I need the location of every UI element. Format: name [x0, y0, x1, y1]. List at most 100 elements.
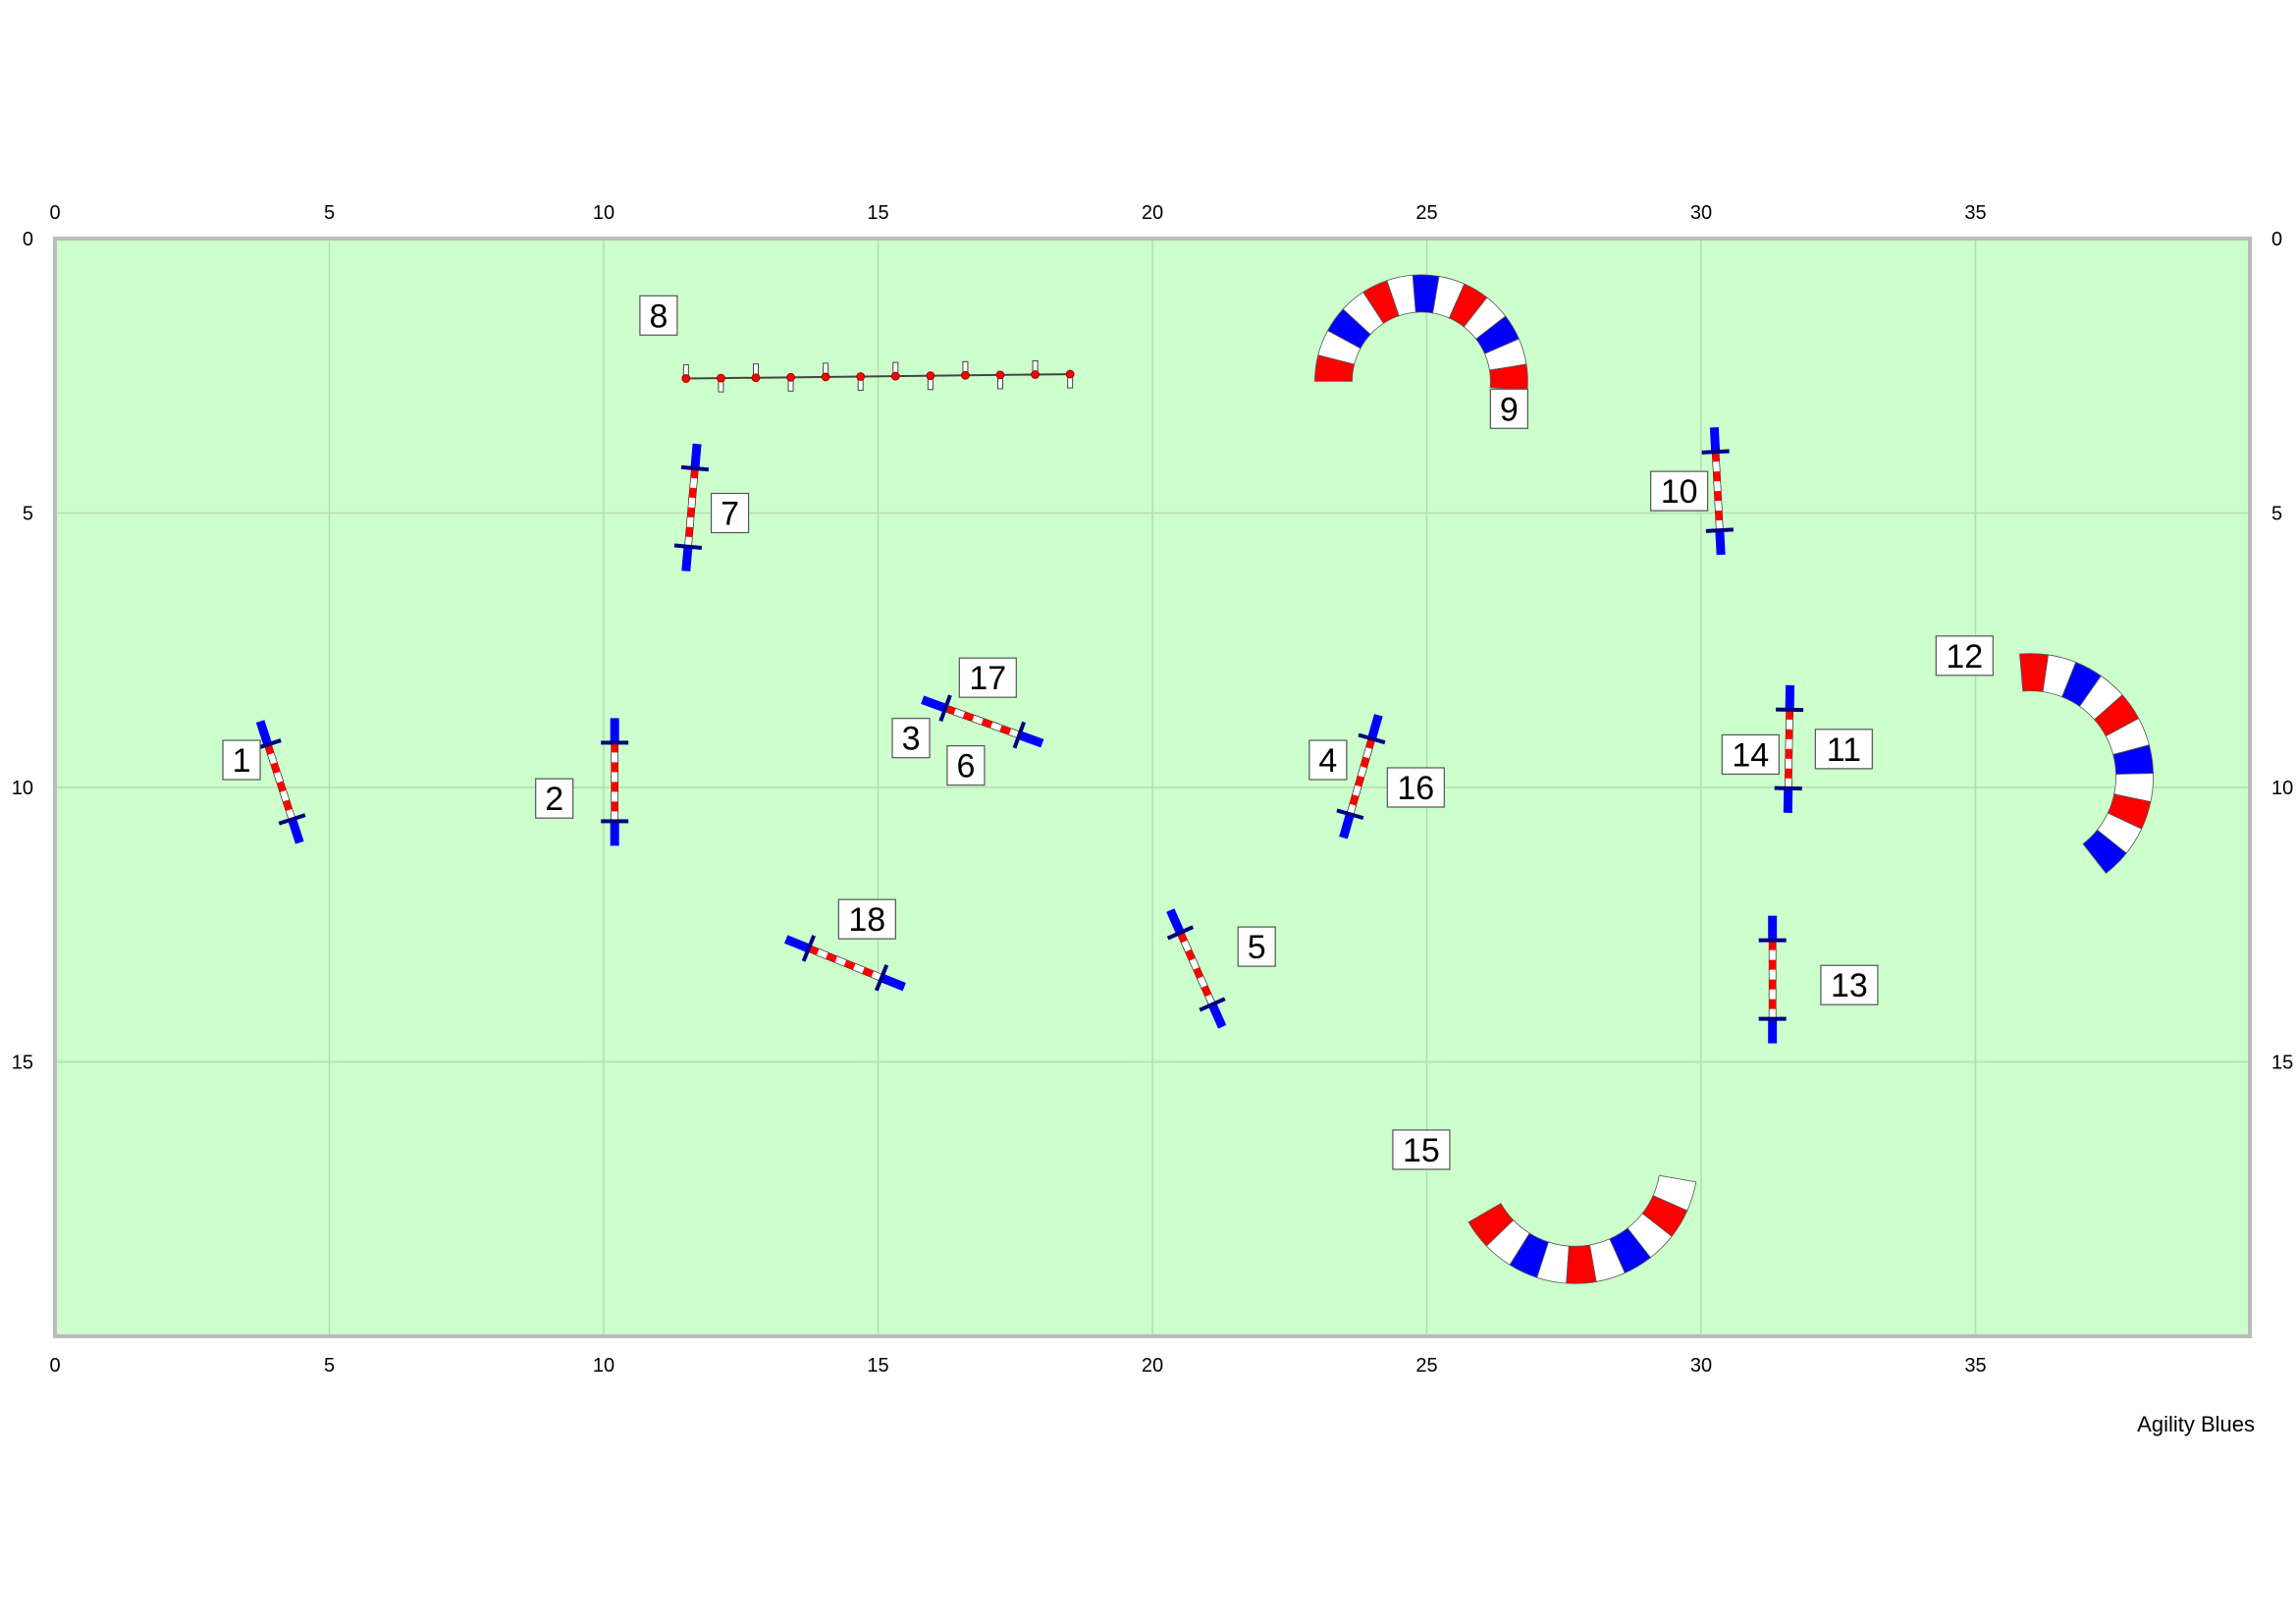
- number-box: [1935, 635, 1994, 676]
- number-box: [1386, 767, 1445, 808]
- jump-9: [1758, 915, 1787, 1044]
- jump-wing-right: [288, 818, 304, 844]
- obstacle-number-6: 6: [946, 745, 986, 786]
- weave-pole-base: [961, 370, 970, 380]
- tunnel-1: [1314, 274, 1528, 392]
- jump-wing-left: [1367, 714, 1383, 740]
- jump-bar-stripe: [999, 725, 1012, 735]
- x-tick-label-top: 5: [324, 202, 335, 224]
- jump-bar-stripe: [1769, 979, 1777, 990]
- weave-base: [685, 373, 1071, 380]
- obstacle-number-11: 11: [1814, 729, 1873, 770]
- number-text: 15: [1403, 1132, 1440, 1169]
- jump-wing-left: [690, 443, 702, 469]
- jump-wing-left: [1709, 426, 1721, 453]
- jump-post-right: [601, 819, 629, 824]
- tunnel-3: [1468, 1174, 1697, 1284]
- number-text: 6: [956, 748, 975, 785]
- jump-bar-stripe: [611, 801, 618, 812]
- x-tick-label-bottom: 35: [1964, 1355, 1986, 1377]
- x-tick-label-bottom: 15: [867, 1355, 888, 1377]
- number-text: 12: [1946, 638, 1983, 676]
- weave-pole-base: [1031, 370, 1040, 379]
- x-tick-label-bottom: 20: [1142, 1355, 1163, 1377]
- field-layer: [53, 237, 2252, 1338]
- x-tick-label-bottom: 25: [1415, 1355, 1437, 1377]
- number-box: [891, 718, 931, 759]
- obstacle-number-1: 1: [222, 739, 261, 781]
- obstacle-number-15: 15: [1392, 1129, 1451, 1170]
- jump-bar-stripe: [962, 711, 975, 722]
- jump-bar-stripe: [1355, 775, 1364, 787]
- jump-post-left: [938, 694, 952, 723]
- weave-poles: [681, 359, 1075, 393]
- x-tick-label-top: 25: [1415, 202, 1437, 224]
- jump-bar-stripe: [843, 959, 856, 970]
- obstacles-layer: [253, 274, 2154, 1284]
- number-box: [1721, 733, 1780, 776]
- number-box: [1489, 388, 1528, 429]
- jump-bar-stripe: [1349, 794, 1360, 806]
- jump-post-right: [1758, 1016, 1787, 1021]
- jump-wing-left: [1768, 915, 1778, 941]
- number-box: [958, 657, 1017, 698]
- y-tick-label-right: 15: [2271, 1053, 2293, 1074]
- number-box: [222, 739, 261, 781]
- number-text: 11: [1827, 731, 1861, 769]
- number-text: 9: [1500, 391, 1519, 428]
- jump-bar-stripe: [611, 782, 618, 792]
- number-text: 10: [1661, 473, 1698, 511]
- jump-post-right: [673, 543, 703, 550]
- number-text: 1: [233, 742, 251, 780]
- jump-post-left: [680, 464, 710, 472]
- x-tick-label-bottom: 0: [49, 1355, 60, 1377]
- jump-wing-right: [1017, 730, 1044, 748]
- credit-text: Agility Blues: [2137, 1412, 2255, 1436]
- x-tick-label-top: 30: [1690, 202, 1712, 224]
- weave-pole-base: [926, 371, 935, 381]
- jump-bar-stripe: [1715, 510, 1723, 521]
- jump-post-right: [1774, 785, 1802, 791]
- obstacle-number-3: 3: [891, 718, 931, 759]
- jump-bar-stripe: [687, 507, 695, 518]
- jump-post-right: [278, 813, 306, 826]
- jump-bar-stripe: [276, 781, 287, 793]
- jump-bar-stripe: [688, 487, 697, 499]
- jump-8: [1774, 684, 1804, 813]
- jump-bar-stripe: [1786, 709, 1793, 720]
- weave-pole-base: [821, 372, 830, 382]
- jump-post-left: [601, 740, 629, 745]
- weave-pole-base: [856, 372, 866, 381]
- obstacle-number-14: 14: [1721, 733, 1780, 776]
- y-tick-label-right: 0: [2271, 229, 2282, 250]
- x-tick-label-top: 10: [593, 202, 614, 224]
- jump-post-left: [253, 738, 282, 751]
- obstacle-number-4: 4: [1308, 739, 1348, 781]
- jump-2: [601, 718, 629, 846]
- number-text: 3: [902, 721, 921, 758]
- obstacle-number-13: 13: [1820, 964, 1879, 1005]
- weave-pole-base: [751, 373, 761, 383]
- jump-bar-stripe: [283, 799, 293, 812]
- number-box: [710, 492, 750, 534]
- obstacle-number-8: 8: [639, 295, 678, 336]
- number-box: [1650, 470, 1709, 512]
- jump-post-right: [1705, 527, 1734, 533]
- jump-wing-right: [681, 546, 693, 572]
- tunnel-segment: [2082, 829, 2127, 875]
- jump-bar-stripe: [981, 718, 993, 729]
- jump-post-left: [1758, 938, 1787, 943]
- number-text: 17: [969, 660, 1006, 697]
- weave-pole-base: [1065, 369, 1075, 379]
- jump-bar-stripe: [611, 742, 618, 753]
- jump-post-right: [1012, 721, 1026, 749]
- jump-3: [921, 694, 1044, 749]
- jump-post-left: [1701, 449, 1730, 455]
- x-tick-label-top: 0: [49, 202, 60, 224]
- number-text: 16: [1397, 770, 1434, 807]
- y-tick-label-left: 5: [23, 504, 33, 525]
- number-text: 18: [848, 901, 885, 939]
- jump-5: [1166, 908, 1227, 1029]
